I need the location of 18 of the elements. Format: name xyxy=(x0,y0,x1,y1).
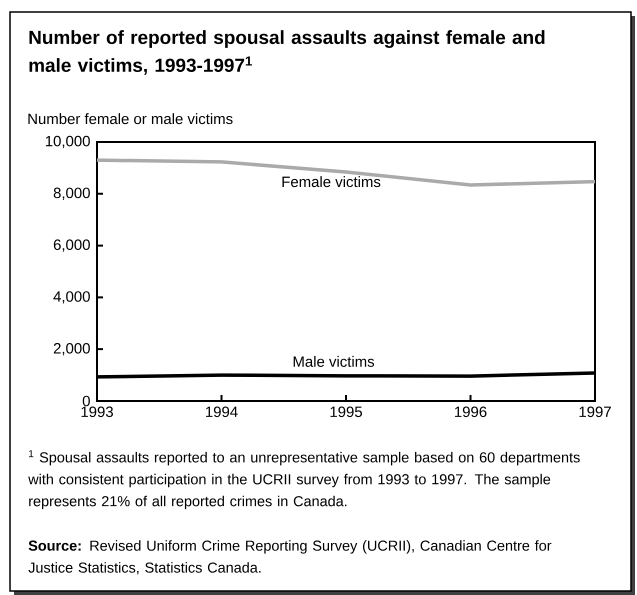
y-tick-label: 10,000 xyxy=(46,136,90,148)
x-tick-label: 1993 xyxy=(82,406,113,418)
y-axis-title: Number female or male victims xyxy=(28,113,233,124)
y-tick-label: 0 xyxy=(82,396,90,406)
y-tick-label: 6,000 xyxy=(54,239,90,252)
line-series xyxy=(95,158,597,187)
chart-title: Number of reported spousal assaults against female and male victims, 1993-1997$^{1}$ xyxy=(29,30,544,75)
text: $^{1}$ Spousal assaults reported to an unrepresentative sample based on 60 departments with consistent participation in the UCRII survey from 1993 to 1997. The sample represents 21% of all reported crimes in Canada. xyxy=(28,450,580,510)
y-tick-label: 4,000 xyxy=(53,291,90,304)
x-tick-label: 1996 xyxy=(455,406,486,418)
y-tick-label: 8,000 xyxy=(54,188,90,200)
text: Source: Revised Uniform Crime Reporting Survey (UCRII), Canadian Centre for Justice Statistics, Statistics Canada. xyxy=(28,540,552,574)
series-label: Female victims xyxy=(282,176,380,188)
y-tick-label: 2,000 xyxy=(54,343,90,356)
x-tick-label: 1997 xyxy=(580,406,611,418)
x-tick-label: 1995 xyxy=(330,406,362,418)
x-tick-label: 1994 xyxy=(206,406,238,418)
series-label: Male victims xyxy=(294,356,374,367)
